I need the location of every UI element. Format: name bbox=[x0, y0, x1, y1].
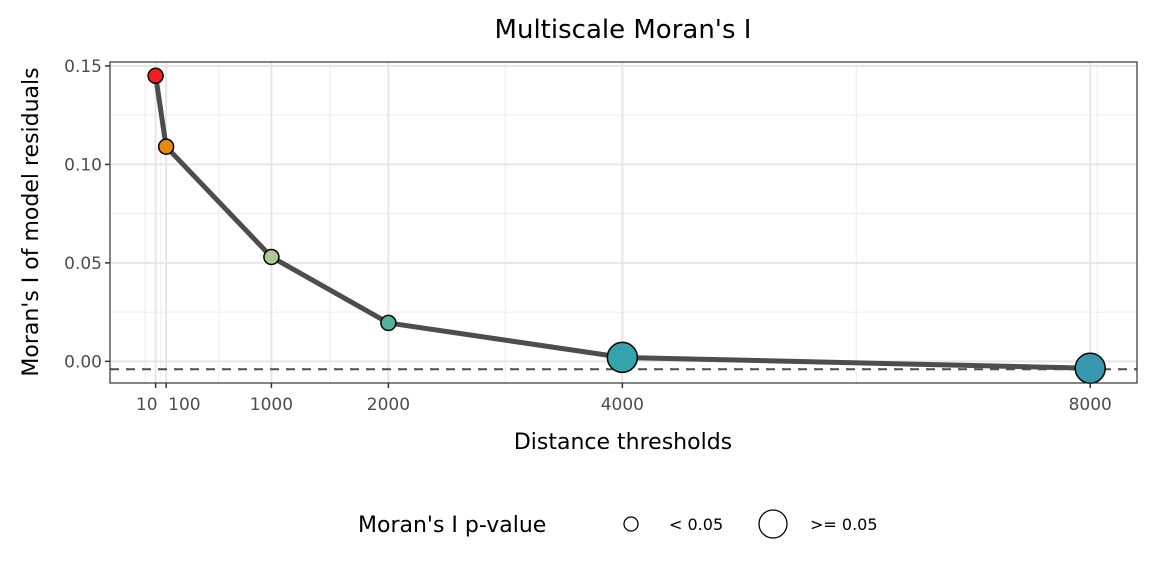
x-tick-label: 100 bbox=[168, 395, 200, 415]
legend-title: Moran's I p-value bbox=[358, 513, 546, 538]
data-point bbox=[606, 341, 639, 374]
plot-background bbox=[110, 62, 1137, 383]
x-axis: 10 100 1000 2000 4000 8000 bbox=[136, 383, 1112, 415]
plot-border bbox=[109, 61, 1138, 384]
data-point bbox=[263, 248, 280, 266]
y-tick-label: 0.15 bbox=[64, 57, 102, 77]
data-point bbox=[1074, 352, 1106, 384]
x-axis-label: Distance thresholds bbox=[514, 430, 732, 455]
x-tick-label: 8000 bbox=[1069, 395, 1112, 415]
y-tick-label: 0.05 bbox=[64, 254, 102, 274]
legend-symbol-small bbox=[623, 516, 639, 532]
legend: Moran's I p-value < 0.05 >= 0.05 bbox=[358, 509, 878, 539]
x-tick-label: 10 bbox=[136, 395, 158, 415]
legend-label-small: < 0.05 bbox=[669, 515, 723, 534]
data-point bbox=[147, 67, 164, 85]
y-tick-label: 0.10 bbox=[64, 155, 102, 175]
series-line bbox=[153, 75, 1091, 371]
legend-label-large: >= 0.05 bbox=[810, 515, 878, 534]
x-tick-label: 4000 bbox=[601, 395, 644, 415]
x-tick-label: 1000 bbox=[250, 395, 293, 415]
data-point bbox=[157, 138, 175, 155]
chart-title: Multiscale Moran's I bbox=[495, 15, 752, 45]
legend-symbol-large bbox=[758, 509, 788, 539]
y-tick-label: 0.00 bbox=[64, 352, 102, 372]
y-axis-label: Moran's I of model residuals bbox=[19, 67, 44, 376]
series bbox=[147, 67, 1106, 384]
x-tick-label: 2000 bbox=[367, 395, 410, 415]
data-point bbox=[380, 314, 397, 332]
y-axis: 0.00 0.05 0.10 0.15 bbox=[64, 57, 110, 372]
